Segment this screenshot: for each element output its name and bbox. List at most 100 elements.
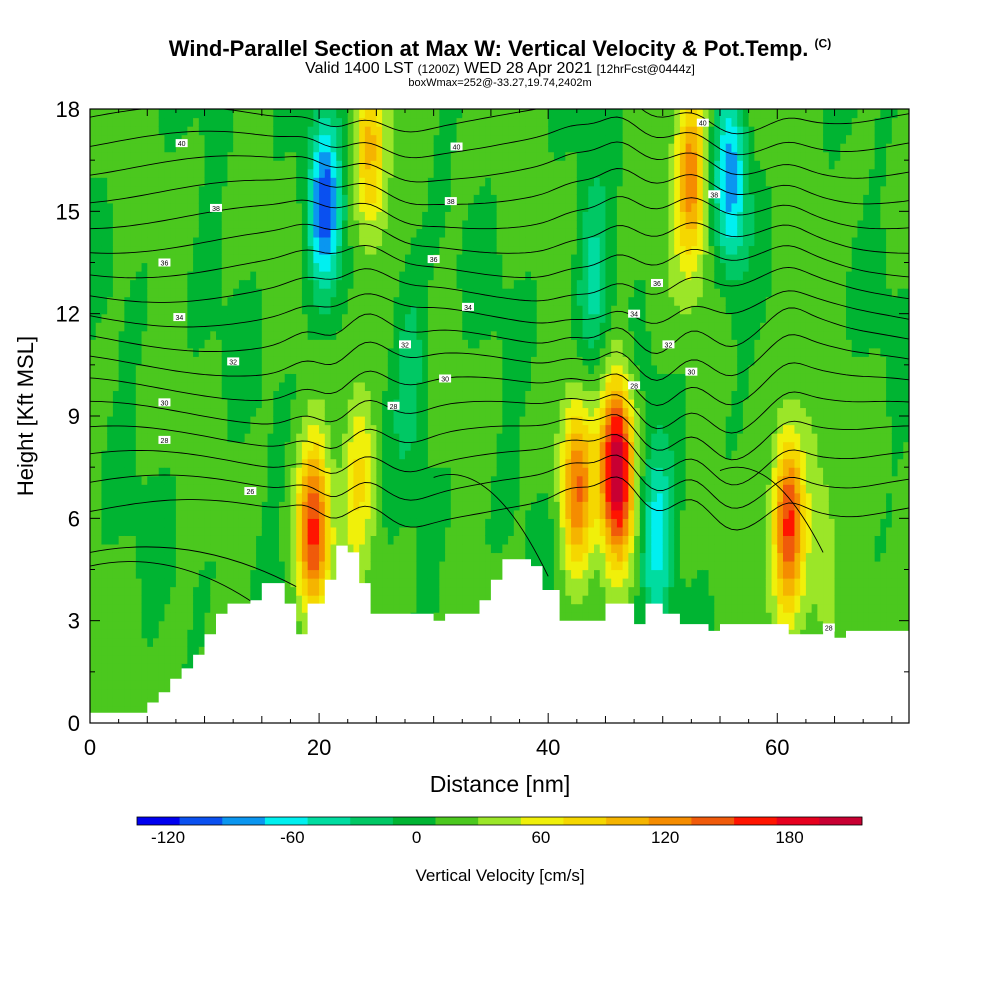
velocity-cell bbox=[422, 586, 429, 596]
velocity-cell bbox=[267, 364, 274, 374]
velocity-cell bbox=[347, 185, 355, 195]
velocity-cell bbox=[387, 390, 395, 400]
velocity-cell bbox=[118, 279, 125, 289]
velocity-cell bbox=[387, 313, 395, 323]
velocity-cell bbox=[405, 168, 412, 178]
velocity-cell bbox=[141, 450, 148, 460]
velocity-cell bbox=[118, 569, 125, 579]
velocity-cell bbox=[468, 356, 475, 366]
velocity-cell bbox=[330, 543, 337, 554]
velocity-cell bbox=[227, 509, 234, 519]
velocity-cell bbox=[101, 450, 108, 460]
velocity-cell bbox=[353, 177, 360, 187]
velocity-cell bbox=[433, 407, 440, 417]
velocity-cell bbox=[130, 552, 137, 562]
velocity-cell bbox=[153, 262, 160, 272]
velocity-cell bbox=[118, 126, 125, 136]
velocity-cell bbox=[410, 279, 418, 289]
velocity-cell bbox=[382, 177, 389, 187]
velocity-cell bbox=[101, 381, 108, 392]
velocity-cell bbox=[433, 381, 440, 392]
velocity-cell bbox=[187, 134, 194, 144]
velocity-cell bbox=[227, 484, 234, 494]
velocity-cell bbox=[210, 535, 217, 545]
velocity-cell bbox=[330, 526, 337, 536]
velocity-cell bbox=[267, 313, 274, 323]
velocity-cell bbox=[204, 177, 211, 187]
velocity-cell bbox=[273, 253, 280, 264]
velocity-cell bbox=[324, 518, 332, 528]
velocity-cell bbox=[376, 194, 383, 204]
velocity-cell bbox=[158, 526, 166, 536]
velocity-cell bbox=[107, 433, 114, 443]
velocity-cell bbox=[439, 330, 446, 340]
velocity-cell bbox=[147, 109, 154, 119]
velocity-cell bbox=[405, 288, 412, 298]
velocity-cell bbox=[319, 134, 326, 144]
velocity-cell bbox=[198, 467, 206, 477]
velocity-cell bbox=[273, 126, 280, 136]
velocity-cell bbox=[130, 560, 137, 571]
velocity-cell bbox=[181, 612, 188, 622]
velocity-cell bbox=[198, 228, 206, 238]
velocity-cell bbox=[221, 262, 229, 272]
velocity-cell bbox=[164, 441, 171, 451]
velocity-cell bbox=[101, 185, 108, 195]
velocity-cell bbox=[221, 279, 229, 289]
velocity-cell bbox=[301, 475, 309, 485]
velocity-cell bbox=[382, 518, 389, 528]
velocity-cell bbox=[124, 202, 131, 212]
velocity-cell bbox=[90, 492, 97, 502]
velocity-cell bbox=[273, 134, 280, 144]
velocity-cell bbox=[273, 518, 280, 528]
velocity-cell bbox=[164, 467, 171, 477]
velocity-cell bbox=[147, 475, 154, 485]
velocity-cell bbox=[198, 356, 206, 366]
velocity-cell bbox=[336, 211, 343, 221]
velocity-cell bbox=[279, 134, 286, 144]
velocity-cell bbox=[175, 450, 183, 460]
velocity-cell bbox=[353, 305, 360, 315]
velocity-cell bbox=[244, 509, 251, 519]
velocity-cell bbox=[353, 245, 360, 255]
velocity-cell bbox=[284, 381, 292, 392]
velocity-cell bbox=[382, 450, 389, 460]
velocity-cell bbox=[456, 330, 463, 340]
velocity-cell bbox=[433, 168, 440, 178]
velocity-cell bbox=[198, 134, 206, 144]
velocity-cell bbox=[296, 236, 303, 247]
velocity-cell bbox=[170, 646, 177, 656]
velocity-cell bbox=[158, 552, 166, 562]
velocity-cell bbox=[170, 117, 177, 127]
velocity-cell bbox=[210, 518, 217, 528]
velocity-cell bbox=[416, 543, 423, 554]
velocity-cell bbox=[130, 637, 137, 647]
velocity-cell bbox=[261, 484, 269, 494]
velocity-cell bbox=[473, 253, 481, 264]
velocity-cell bbox=[244, 501, 251, 511]
velocity-cell bbox=[416, 552, 423, 562]
velocity-cell bbox=[158, 117, 166, 127]
velocity-cell bbox=[370, 441, 377, 451]
velocity-cell bbox=[95, 390, 103, 400]
velocity-cell bbox=[204, 296, 211, 306]
velocity-cell bbox=[301, 578, 309, 588]
velocity-cell bbox=[141, 330, 148, 340]
velocity-cell bbox=[90, 569, 97, 579]
velocity-cell bbox=[216, 279, 223, 289]
velocity-cell bbox=[135, 330, 143, 340]
velocity-cell bbox=[399, 347, 406, 357]
velocity-cell bbox=[422, 143, 429, 153]
velocity-cell bbox=[107, 219, 114, 229]
velocity-cell bbox=[244, 364, 251, 374]
velocity-cell bbox=[427, 450, 435, 460]
velocity-cell bbox=[118, 475, 125, 485]
velocity-cell bbox=[135, 364, 143, 374]
velocity-cell bbox=[347, 236, 355, 247]
velocity-cell bbox=[118, 654, 125, 664]
velocity-cell bbox=[141, 143, 148, 153]
velocity-cell bbox=[370, 603, 377, 613]
velocity-cell bbox=[153, 117, 160, 127]
velocity-cell bbox=[153, 313, 160, 323]
velocity-cell bbox=[261, 134, 269, 144]
